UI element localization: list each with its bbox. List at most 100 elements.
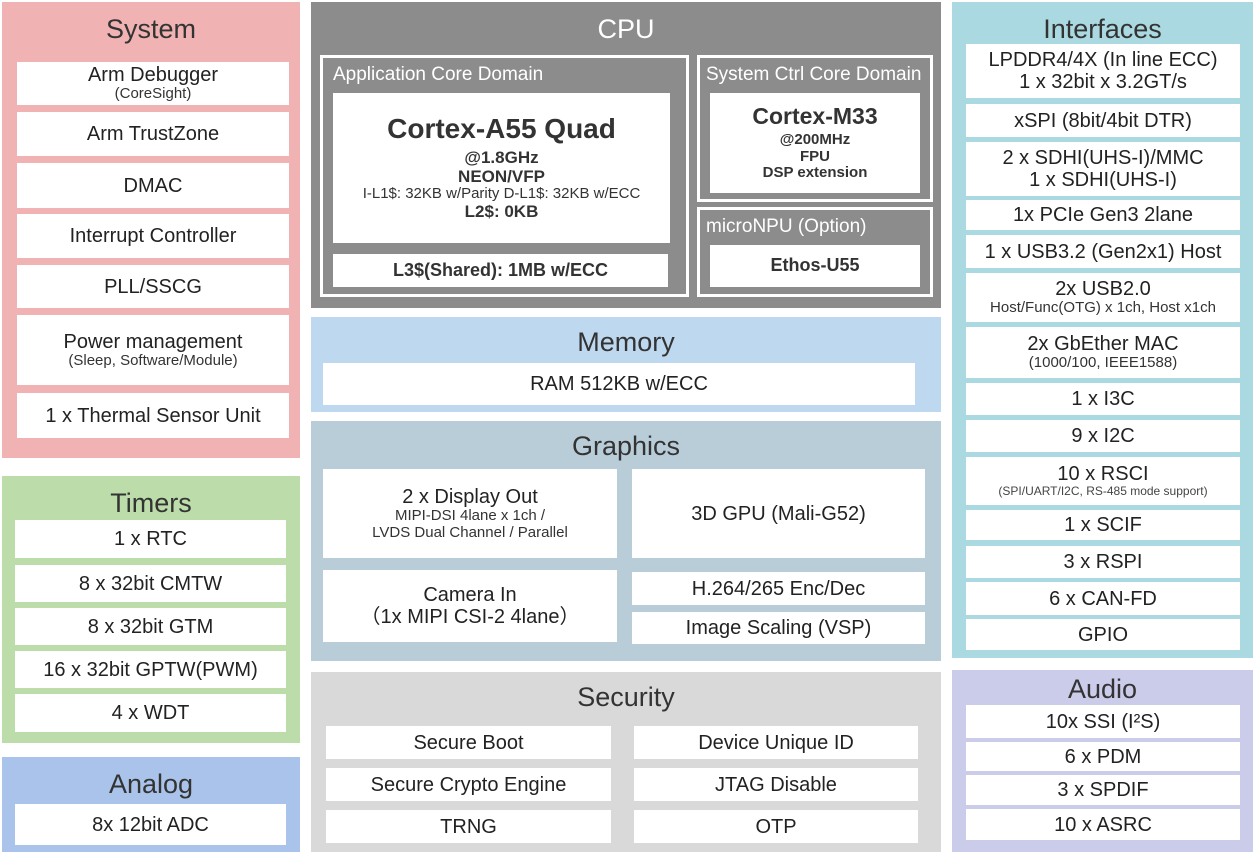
l3-cache-block: L3$(Shared): 1MB w/ECC — [333, 254, 668, 287]
micronpu-domain: microNPU (Option) Ethos-U55 — [697, 207, 933, 297]
system-item: DMAC — [17, 163, 289, 208]
item-label: 3 x SPDIF — [1057, 779, 1149, 801]
audio-item: 3 x SPDIF — [966, 775, 1240, 805]
interfaces-item: 9 x I2C — [966, 420, 1240, 452]
item-label: Arm TrustZone — [86, 123, 220, 145]
application-core-domain: Application Core Domain Cortex-A55 Quad … — [320, 55, 689, 297]
security-item: Device Unique ID — [634, 726, 918, 759]
system-ctrl-core-domain: System Ctrl Core Domain Cortex-M33 @200M… — [697, 55, 933, 202]
item-label: H.264/265 Enc/Dec — [691, 577, 866, 600]
item-label: 10 x ASRC — [1054, 813, 1152, 836]
timers-title: Timers — [110, 488, 192, 518]
system-title: System — [105, 14, 197, 44]
item-label: RAM 512KB w/ECC — [530, 373, 708, 395]
item-label: JTAG Disable — [715, 773, 837, 796]
item-label: Arm Debugger — [87, 64, 219, 87]
timers-item: 8 x 32bit GTM — [15, 608, 286, 645]
item-sub: Host/Func(OTG) x 1ch, Host x1ch — [990, 299, 1216, 317]
item-label: 10x SSI (I²S) — [1045, 710, 1161, 733]
interfaces-item: 1 x I3C — [966, 383, 1240, 415]
item-label: 1 x I3C — [1071, 388, 1135, 410]
item-label: Camera In — [423, 584, 517, 606]
audio-item: 10x SSI (I²S) — [966, 705, 1240, 738]
graphics-item: 3D GPU (Mali-G52) — [632, 469, 925, 558]
item-label: 6 x PDM — [1064, 745, 1142, 768]
l1-cache: I-L1$: 32KB w/Parity D-L1$: 32KB w/ECC — [362, 185, 641, 203]
graphics-item: 2 x Display Out MIPI-DSI 4lane x 1ch / LVD… — [323, 469, 617, 558]
security-item: Secure Crypto Engine — [326, 768, 611, 801]
cortex-a55-block: Cortex-A55 Quad @1.8GHz NEON/VFP I-L1$: … — [333, 93, 670, 243]
item-label: Power management — [63, 330, 243, 353]
item-label: 8x 12bit ADC — [92, 813, 209, 836]
item-label: GPIO — [1077, 623, 1128, 646]
audio-title: Audio — [1067, 674, 1138, 704]
interfaces-item: 2 x SDHI(UHS-I)/MMC 1 x SDHI(UHS-I) — [966, 142, 1240, 196]
item-label: 1 x RTC — [114, 528, 187, 550]
cpu-panel: CPU Application Core Domain Cortex-A55 Q… — [311, 2, 941, 308]
audio-item: 10 x ASRC — [966, 809, 1240, 840]
item-label: 10 x RSCI — [1057, 463, 1149, 486]
item-label: 3D GPU (Mali-G52) — [691, 502, 866, 525]
item-label: 2x USB2.0 — [1055, 278, 1151, 301]
item-label: 1 x USB3.2 (Gen2x1) Host — [984, 240, 1222, 263]
system-item: PLL/SSCG — [17, 265, 289, 308]
memory-item: RAM 512KB w/ECC — [323, 363, 915, 405]
interfaces-item: GPIO — [966, 619, 1240, 650]
item-label: 1 x SCIF — [1064, 514, 1142, 536]
analog-item: 8x 12bit ADC — [15, 804, 286, 845]
item-label-2: 1 x SDHI(UHS-I) — [1029, 169, 1177, 191]
item-label: DMAC — [123, 174, 183, 197]
item-label: 6 x CAN-FD — [1049, 587, 1157, 610]
item-label: 2 x SDHI(UHS-I)/MMC — [1002, 147, 1204, 169]
npu-title: microNPU (Option) — [706, 216, 867, 237]
core-freq: @1.8GHz — [464, 148, 539, 168]
sys-domain-title: System Ctrl Core Domain — [706, 64, 922, 85]
item-label: xSPI (8bit/4bit DTR) — [1014, 109, 1192, 132]
security-item: Secure Boot — [326, 726, 611, 759]
system-item: Power management (Sleep, Software/Module) — [17, 315, 289, 385]
item-label: Device Unique ID — [698, 731, 854, 754]
graphics-item: Image Scaling (VSP) — [632, 612, 925, 644]
interfaces-item: 1 x SCIF — [966, 510, 1240, 540]
security-item: JTAG Disable — [634, 768, 918, 801]
core-ext: NEON/VFP — [458, 166, 545, 186]
cpu-title: CPU — [597, 14, 655, 44]
item-label: 2 x Display Out — [402, 486, 538, 508]
interfaces-item: LPDDR4/4X (In line ECC) 1 x 32bit x 3.2GT… — [966, 44, 1240, 98]
item-label: 1 x Thermal Sensor Unit — [45, 404, 261, 427]
cortex-m33-block: Cortex-M33 @200MHz FPU DSP extension — [710, 93, 920, 193]
item-label: LPDDR4/4X (In line ECC) — [988, 49, 1218, 71]
interfaces-item: 3 x RSPI — [966, 546, 1240, 578]
item-sub: (CoreSight) — [114, 85, 192, 103]
item-label: OTP — [755, 815, 797, 838]
item-label: PLL/SSCG — [104, 275, 202, 298]
interfaces-item: 6 x CAN-FD — [966, 582, 1240, 615]
item-label: TRNG — [440, 815, 497, 838]
item-label-2: （1x MIPI CSI-2 4lane） — [360, 606, 580, 628]
audio-item: 6 x PDM — [966, 742, 1240, 771]
interfaces-title: Interfaces — [1043, 14, 1162, 44]
item-label: Secure Crypto Engine — [370, 773, 567, 796]
item-label: 2x GbEther MAC — [1027, 333, 1179, 356]
analog-title: Analog — [108, 769, 194, 799]
security-title: Security — [577, 682, 675, 712]
m33-dsp: DSP extension — [762, 164, 868, 182]
item-label: Secure Boot — [413, 731, 524, 754]
interfaces-item: 2x USB2.0 Host/Func(OTG) x 1ch, Host x1ch — [966, 273, 1240, 322]
security-item: TRNG — [326, 810, 611, 843]
interfaces-item: 1 x USB3.2 (Gen2x1) Host — [966, 235, 1240, 268]
core-name: Cortex-A55 Quad — [387, 113, 616, 145]
item-label: Interrupt Controller — [69, 225, 237, 247]
item-sub-2: LVDS Dual Channel / Parallel — [372, 523, 568, 541]
timers-item: 1 x RTC — [15, 520, 286, 558]
interfaces-item: 2x GbEther MAC (1000/100, IEEE1588) — [966, 327, 1240, 378]
system-item: 1 x Thermal Sensor Unit — [17, 393, 289, 438]
m33-fpu: FPU — [800, 147, 830, 165]
item-label: 3 x RSPI — [1063, 551, 1143, 573]
item-label: 1x PCIe Gen3 2lane — [1012, 204, 1194, 226]
graphics-item: H.264/265 Enc/Dec — [632, 572, 925, 605]
system-item: Arm TrustZone — [17, 112, 289, 156]
l2-cache: L2$: 0KB — [464, 201, 539, 221]
m33-name: Cortex-M33 — [752, 103, 878, 130]
